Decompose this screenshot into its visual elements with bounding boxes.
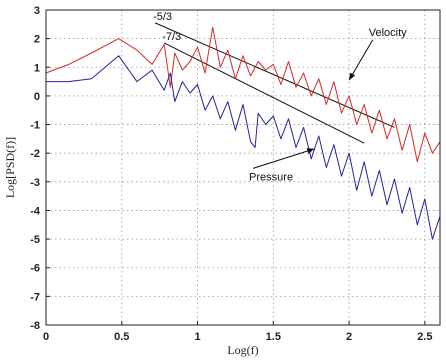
slope-line-1 bbox=[163, 42, 365, 144]
x-axis-label: Log(f) bbox=[227, 343, 258, 357]
y-tick-label: -4 bbox=[30, 205, 41, 217]
velocity-series-line bbox=[45, 26, 441, 163]
reference-slope-lines: -5/3 -7/3 bbox=[153, 11, 395, 144]
annotation-label: Velocity bbox=[369, 27, 407, 39]
annotation-arrow-head bbox=[306, 148, 315, 154]
x-tick-labels: 0 0.5 1 1.5 2 2.5 bbox=[43, 321, 432, 343]
annotations: Velocity Pressure bbox=[249, 27, 407, 184]
y-tick-label: -5 bbox=[30, 234, 40, 246]
y-tick-label: 1 bbox=[34, 62, 40, 74]
y-tick-label: -8 bbox=[30, 320, 40, 332]
y-tick-label: -1 bbox=[30, 120, 40, 132]
annotation-arrow-shaft bbox=[348, 39, 374, 81]
grid-lines bbox=[46, 10, 440, 325]
x-tick-label: 2.5 bbox=[417, 331, 432, 343]
y-axis-label: Log[PSD(f)] bbox=[3, 137, 17, 198]
slope-label: -7/3 bbox=[162, 31, 181, 43]
y-tick-label: -7 bbox=[30, 291, 40, 303]
slope-line-0 bbox=[154, 22, 395, 128]
x-tick-label: 0.5 bbox=[114, 331, 129, 343]
slope-label: -5/3 bbox=[153, 11, 172, 23]
annotation-arrow-head bbox=[349, 72, 356, 81]
x-tick-label: 1.5 bbox=[266, 331, 281, 343]
y-tick-labels: 3 2 1 0 -1 -2 -3 -4 -5 -6 -7 -8 bbox=[30, 5, 50, 332]
x-tick-label: 1 bbox=[194, 331, 200, 343]
series-lines bbox=[45, 26, 441, 240]
y-tick-label: 0 bbox=[34, 91, 40, 103]
pressure-series-line bbox=[46, 55, 441, 240]
y-tick-label: -3 bbox=[30, 177, 40, 189]
annotation-arrow-shaft bbox=[252, 148, 315, 169]
y-tick-label: -6 bbox=[30, 263, 40, 275]
x-tick-label: 0 bbox=[43, 331, 49, 343]
x-tick-label: 2 bbox=[346, 331, 352, 343]
y-tick-label: 2 bbox=[34, 34, 40, 46]
plot-frame bbox=[45, 9, 441, 326]
y-tick-label: 3 bbox=[34, 5, 40, 17]
y-tick-label: -2 bbox=[30, 148, 40, 160]
annotation-label: Pressure bbox=[249, 171, 293, 183]
